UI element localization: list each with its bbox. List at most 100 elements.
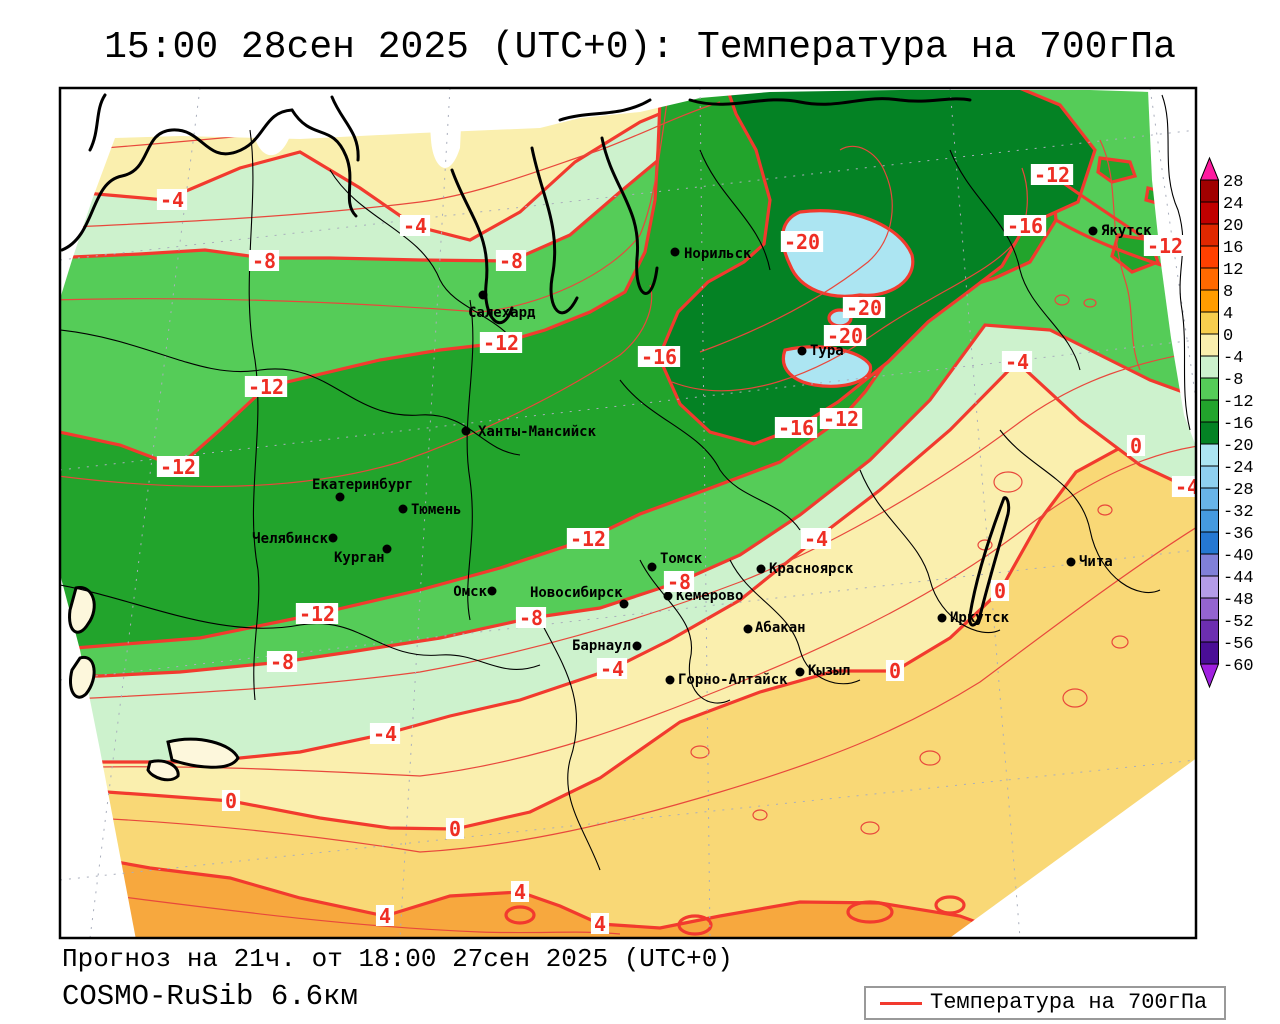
contour-label: 4 xyxy=(514,880,526,904)
colorbar-segment xyxy=(1201,246,1219,268)
contour-label: -20 xyxy=(846,296,882,320)
city-dot xyxy=(744,625,753,634)
city-dot xyxy=(671,248,680,257)
colorbar-tick-label: 4 xyxy=(1223,305,1233,324)
colorbar-segment xyxy=(1201,422,1219,444)
contour-label: 4 xyxy=(594,912,606,936)
city-dot xyxy=(336,493,345,502)
legend-line-sample xyxy=(880,1002,922,1005)
colorbar-segment xyxy=(1201,378,1219,400)
colorbar-tick-label: -52 xyxy=(1223,613,1254,632)
city-label: Томск xyxy=(660,551,703,567)
colorbar-segment xyxy=(1201,224,1219,246)
city-label: Салехард xyxy=(468,305,536,321)
city-label: Челябинск xyxy=(252,531,328,547)
colorbar-tick-label: -8 xyxy=(1223,371,1243,390)
colorbar-segment xyxy=(1201,290,1219,312)
colorbar-segment xyxy=(1201,642,1219,664)
contour-label: -4 xyxy=(403,214,427,238)
contour-label: -12 xyxy=(1147,234,1183,258)
colorbar-tick-label: -24 xyxy=(1223,459,1254,478)
colorbar-tick-label: -12 xyxy=(1223,393,1254,412)
colorbar-segment xyxy=(1201,334,1219,356)
contour-label: -16 xyxy=(641,345,677,369)
contour-label: -4 xyxy=(600,657,624,681)
forecast-info: Прогноз на 21ч. от 18:00 27сен 2025 (UTC… xyxy=(62,944,733,974)
colorbar-segment xyxy=(1201,554,1219,576)
colorbar-tick-label: -4 xyxy=(1223,349,1243,368)
colorbar-tick-label: -44 xyxy=(1223,569,1254,588)
city-dot xyxy=(798,347,807,356)
temperature-colorbar: 2824201612840-4-8-12-16-20-24-28-32-36-4… xyxy=(1200,156,1266,696)
contour-label: -8 xyxy=(270,650,294,674)
contour-label: 0 xyxy=(449,817,461,841)
city-dot xyxy=(329,534,338,543)
colorbar-top-arrow xyxy=(1201,158,1219,180)
contour-label: 4 xyxy=(379,904,391,928)
city-label: Кызыл xyxy=(808,663,850,679)
city-label: Барнаул xyxy=(572,638,631,654)
city-label: Абакан xyxy=(755,620,806,636)
colorbar-segment xyxy=(1201,576,1219,598)
contour-label: -4 xyxy=(804,527,828,551)
contour-label: -12 xyxy=(570,527,606,551)
colorbar-tick-label: -40 xyxy=(1223,547,1254,566)
colorbar-tick-label: -32 xyxy=(1223,503,1254,522)
city-dot xyxy=(648,563,657,572)
city-label: Екатеринбург xyxy=(312,477,413,493)
colorbar-segment xyxy=(1201,510,1219,532)
city-dot xyxy=(1067,558,1076,567)
contour-label: 0 xyxy=(1130,434,1142,458)
colorbar-segment xyxy=(1201,180,1219,202)
colorbar-tick-label: -28 xyxy=(1223,481,1254,500)
colorbar-segment xyxy=(1201,532,1219,554)
contour-label: -4 xyxy=(373,722,397,746)
colorbar-segment xyxy=(1201,620,1219,642)
colorbar-tick-label: -36 xyxy=(1223,525,1254,544)
contour-label: -16 xyxy=(778,416,814,440)
city-dot xyxy=(757,565,766,574)
contour-label: 0 xyxy=(994,579,1006,603)
city-label: Горно-Алтайск xyxy=(678,672,788,688)
city-dot xyxy=(633,642,642,651)
colorbar-tick-label: 24 xyxy=(1223,195,1243,214)
contour-label: -8 xyxy=(667,570,691,594)
map-canvas: НорильскСалехардХанты-МансийскЕкатеринбу… xyxy=(0,0,1280,1024)
colorbar-segment xyxy=(1201,598,1219,620)
city-dot xyxy=(1089,227,1098,236)
map-layers: НорильскСалехардХанты-МансийскЕкатеринбу… xyxy=(50,82,1205,945)
colorbar-segment xyxy=(1201,356,1219,378)
colorbar-tick-label: 0 xyxy=(1223,327,1233,346)
colorbar-tick-label: -60 xyxy=(1223,657,1254,676)
colorbar-bottom-arrow xyxy=(1201,664,1219,687)
colorbar-segment xyxy=(1201,444,1219,466)
city-dot xyxy=(462,427,471,436)
contour-label: -12 xyxy=(1034,163,1070,187)
legend-box: Температура на 700гПа xyxy=(864,986,1226,1020)
contour-label: -20 xyxy=(784,230,820,254)
city-dot xyxy=(666,676,675,685)
city-label: Иркутск xyxy=(950,610,1010,626)
contour-label: -8 xyxy=(252,249,276,273)
legend-label: Температура на 700гПа xyxy=(930,990,1207,1015)
contour-label: 0 xyxy=(889,659,901,683)
colorbar-tick-label: -56 xyxy=(1223,635,1254,654)
contour-label: -4 xyxy=(160,188,184,212)
colorbar-tick-label: 16 xyxy=(1223,239,1243,258)
model-info: COSMO-RuSib 6.6км xyxy=(62,980,358,1013)
colorbar-segment xyxy=(1201,312,1219,334)
colorbar-tick-label: 8 xyxy=(1223,283,1233,302)
colorbar-segment xyxy=(1201,400,1219,422)
contour-label: -12 xyxy=(248,375,284,399)
contour-label: -16 xyxy=(1007,214,1043,238)
city-dot xyxy=(938,614,947,623)
contour-label: -12 xyxy=(823,407,859,431)
colorbar-tick-label: -48 xyxy=(1223,591,1254,610)
city-dot xyxy=(488,587,497,596)
colorbar-tick-label: 28 xyxy=(1223,173,1243,192)
city-label: Курган xyxy=(334,550,385,566)
colorbar-tick-label: 12 xyxy=(1223,261,1243,280)
city-label: Омск xyxy=(453,584,487,600)
weather-map-page: 15:00 28сен 2025 (UTC+0): Температура на… xyxy=(0,0,1280,1024)
colorbar-segment xyxy=(1201,488,1219,510)
